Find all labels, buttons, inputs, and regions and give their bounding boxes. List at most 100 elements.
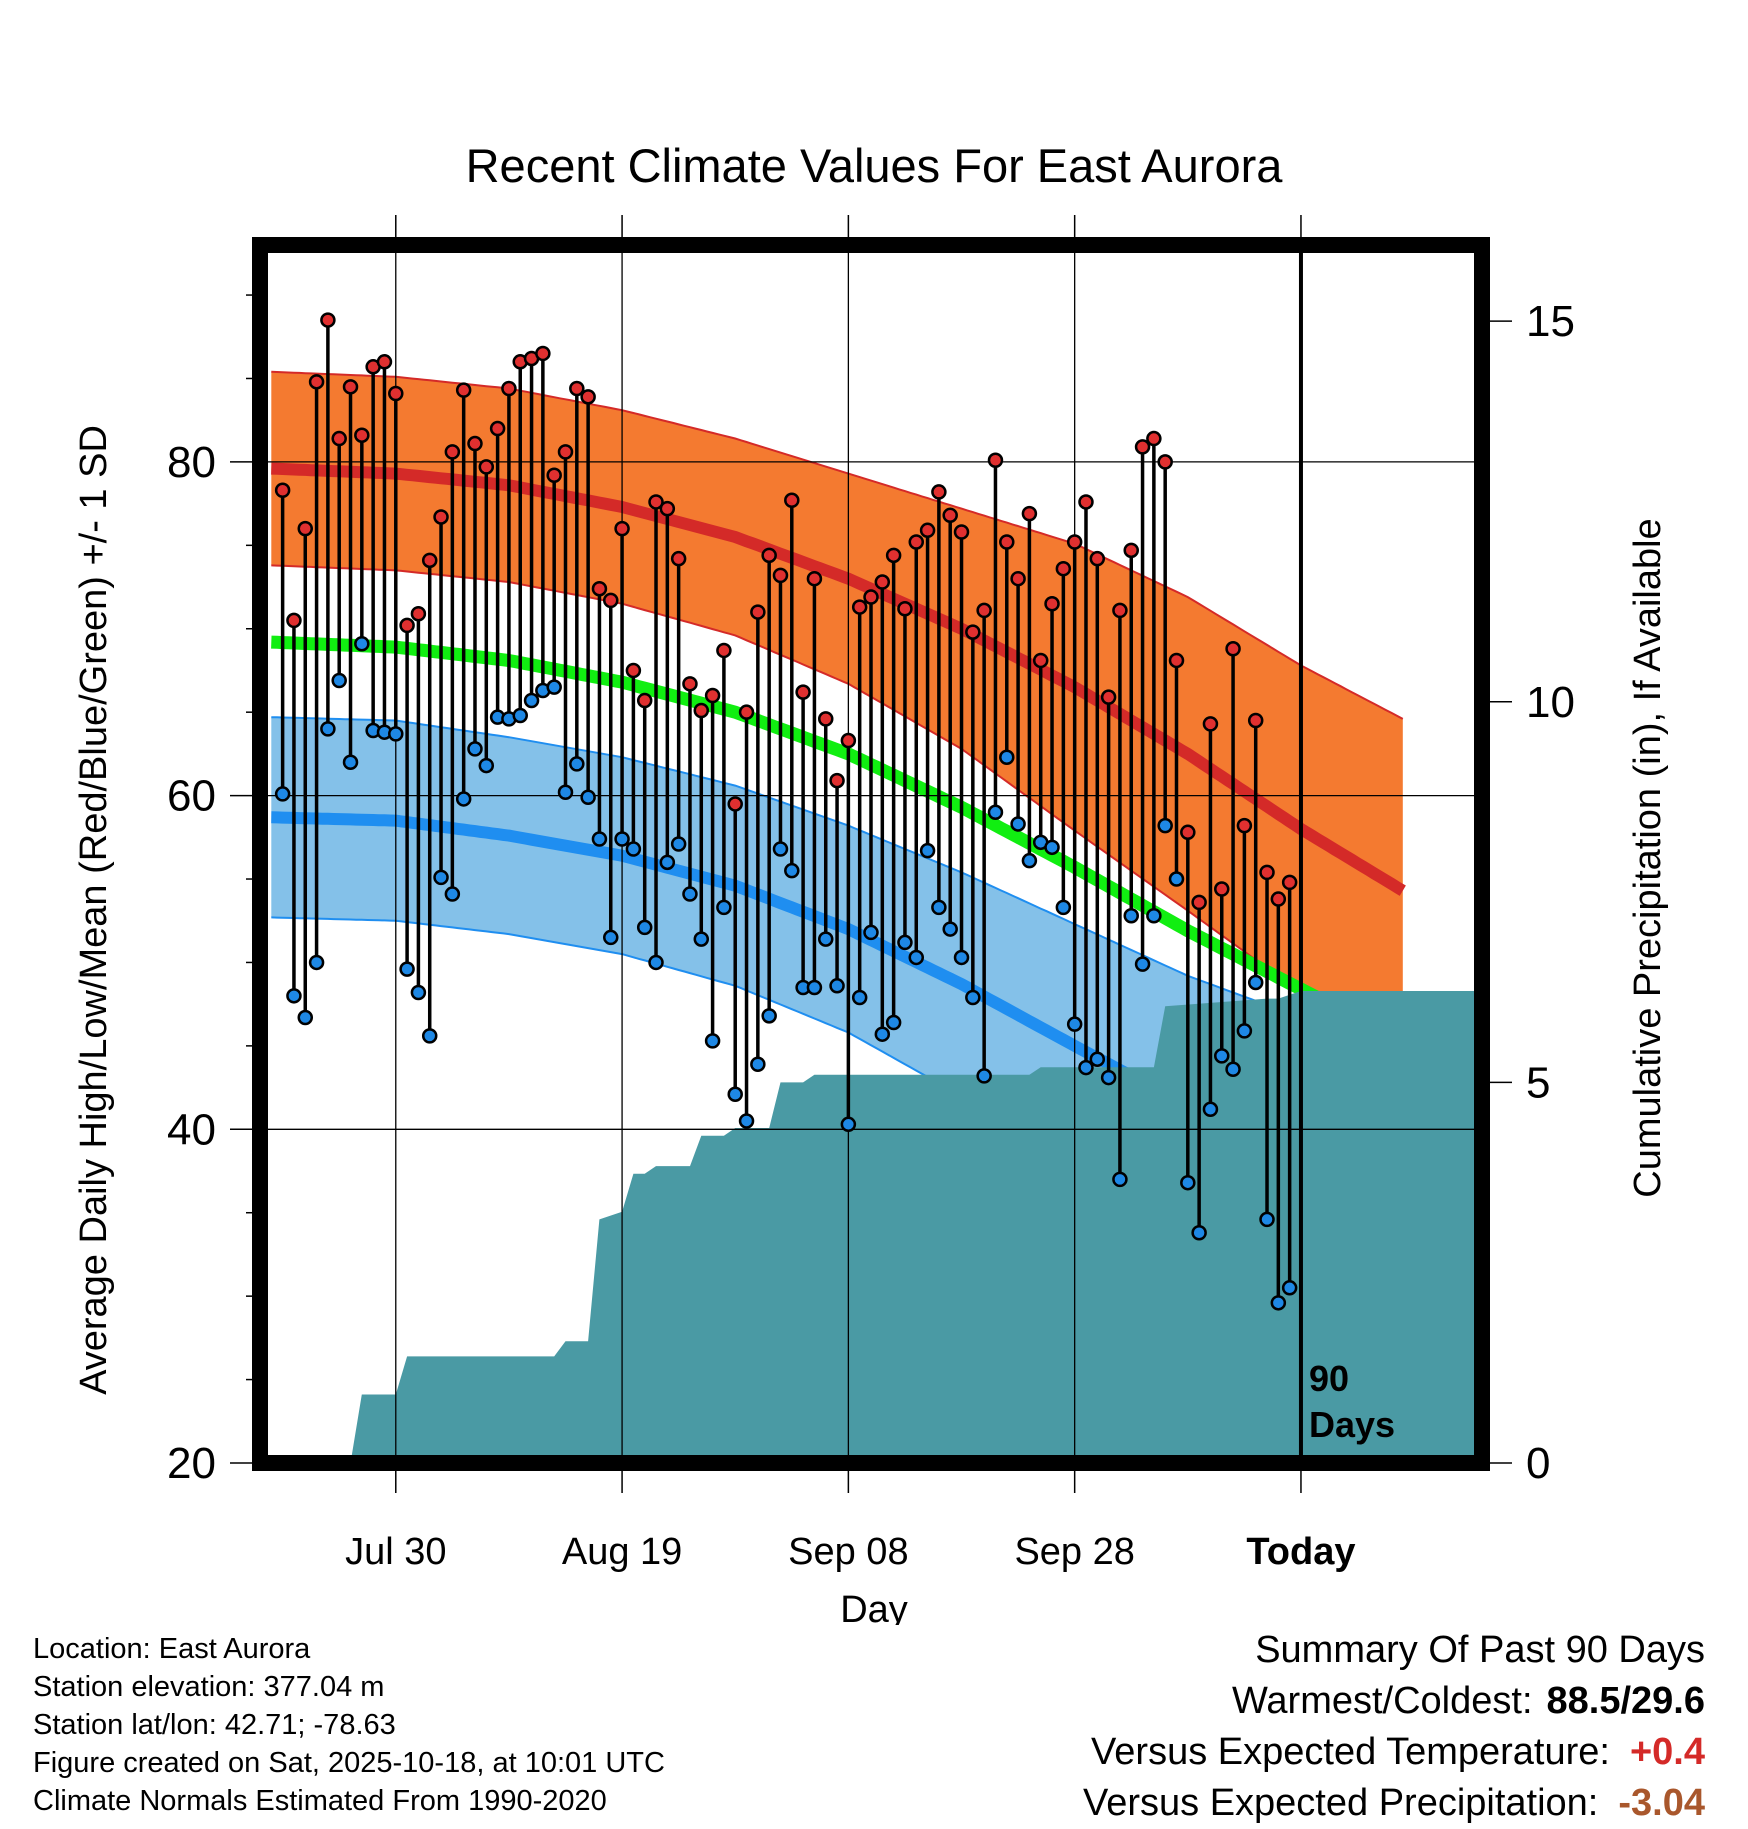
obs-low-point [331, 672, 347, 689]
obs-high-point [297, 520, 314, 537]
climate-chart: Recent Climate Values For East Aurora 90… [73, 139, 1669, 1625]
obs-high-point [308, 374, 325, 390]
normal-high-line [271, 462, 1406, 896]
obs-low-point [1066, 1016, 1083, 1032]
obs-low-point [455, 791, 472, 807]
obs-low-point [1214, 1048, 1230, 1064]
obs-low-point [1100, 1069, 1117, 1086]
obs-low-point [1021, 852, 1038, 869]
obs-high-point [410, 605, 427, 622]
info-normals: Climate Normals Estimated From 1990-2020 [33, 1785, 607, 1817]
obs-high-point [433, 509, 449, 525]
obs-high-point [897, 600, 913, 617]
obs-low-point [523, 692, 540, 709]
obs-high-point [999, 534, 1015, 550]
x-tick-label: Sep 08 [788, 1531, 908, 1573]
obs-high-point [557, 444, 574, 460]
obs-low-point [738, 1113, 755, 1129]
obs-high-point [1146, 430, 1162, 447]
obs-high-point [1281, 874, 1298, 891]
obs-high-point [1157, 454, 1173, 470]
obs-high-point [636, 692, 653, 709]
obs-high-point [1168, 652, 1185, 669]
period-label-number: 90 [1309, 1358, 1349, 1399]
obs-high-point [535, 345, 551, 362]
obs-low-point [965, 989, 981, 1006]
obs-high-point [716, 642, 732, 659]
obs-low-point [1157, 817, 1173, 834]
y2-tick-label: 10 [1526, 678, 1575, 727]
obs-low-point [648, 954, 664, 971]
y-tick-label: 80 [167, 438, 216, 487]
summary-panel: Summary Of Past 90 Days Warmest/Coldest:… [1083, 1625, 1705, 1829]
obs-low-point [433, 869, 449, 886]
obs-low-point [942, 921, 958, 937]
obs-high-point [817, 711, 834, 727]
obs-low-point [761, 1008, 777, 1024]
obs-high-point [953, 524, 970, 540]
obs-low-point [444, 886, 461, 902]
y2-axis-label: Cumulative Precipitation (in), If Availa… [1627, 518, 1669, 1197]
obs-low-point [467, 741, 483, 757]
obs-high-point [931, 484, 947, 500]
y-tick-label: 60 [167, 772, 216, 821]
obs-high-point [1191, 894, 1207, 911]
summary-title: Summary Of Past 90 Days [1255, 1629, 1705, 1671]
obs-low-point [976, 1068, 992, 1084]
period-label-days: Days [1309, 1404, 1395, 1445]
obs-high-point [625, 662, 642, 679]
obs-high-point [659, 500, 676, 517]
obs-high-point [478, 459, 495, 475]
obs-high-point [421, 552, 438, 569]
obs-high-point [286, 612, 302, 629]
obs-low-point [603, 929, 619, 946]
obs-high-point [1123, 542, 1139, 559]
obs-low-point [806, 979, 823, 996]
obs-low-point [354, 636, 370, 652]
obs-high-point [874, 574, 891, 590]
obs-low-point [342, 754, 359, 770]
obs-high-point [1214, 881, 1230, 897]
obs-low-point [784, 862, 800, 879]
obs-high-point [829, 772, 845, 789]
precip-value: -3.04 [1618, 1782, 1705, 1824]
obs-high-point [670, 550, 687, 567]
plot-frame [252, 237, 1490, 1471]
obs-high-point [761, 547, 777, 564]
obs-high-point [1032, 652, 1049, 669]
obs-low-point [953, 949, 970, 966]
obs-low-point [297, 1009, 314, 1026]
x-tick-label: Sep 28 [1014, 1531, 1134, 1573]
obs-high-point [750, 604, 766, 620]
obs-low-point [874, 1026, 891, 1042]
obs-high-point [1112, 602, 1128, 619]
obs-low-point [670, 836, 687, 852]
obs-high-point [580, 389, 596, 405]
obs-low-point [320, 721, 336, 737]
obs-high-point [603, 592, 619, 609]
high-band-lower-edge [271, 564, 1404, 1064]
obs-low-point [388, 726, 404, 742]
obs-low-point [682, 886, 698, 902]
y-axis-label: Average Daily High/Low/Mean (Red/Blue/Gr… [73, 425, 115, 1395]
precip-label: Versus Expected Precipitation: [1082, 1782, 1599, 1824]
obs-low-point [274, 786, 291, 802]
obs-high-point [1044, 595, 1060, 612]
obs-low-point [1078, 1059, 1094, 1076]
obs-low-point [897, 934, 913, 951]
y2-tick-label: 15 [1526, 297, 1575, 346]
obs-low-point [885, 1014, 902, 1031]
obs-high-point [591, 580, 608, 597]
obs-low-point [987, 804, 1004, 821]
obs-low-point [512, 707, 528, 724]
obs-low-point [1281, 1280, 1298, 1296]
obs-low-point [750, 1056, 766, 1072]
obs-high-point [467, 435, 483, 452]
obs-low-point [625, 841, 642, 857]
obs-high-point [1236, 817, 1253, 834]
y2-tick-label: 5 [1526, 1058, 1550, 1107]
obs-low-point [614, 831, 630, 847]
obs-high-point [648, 494, 664, 510]
normal-mean-line [271, 635, 1406, 1047]
obs-high-point [546, 467, 562, 484]
